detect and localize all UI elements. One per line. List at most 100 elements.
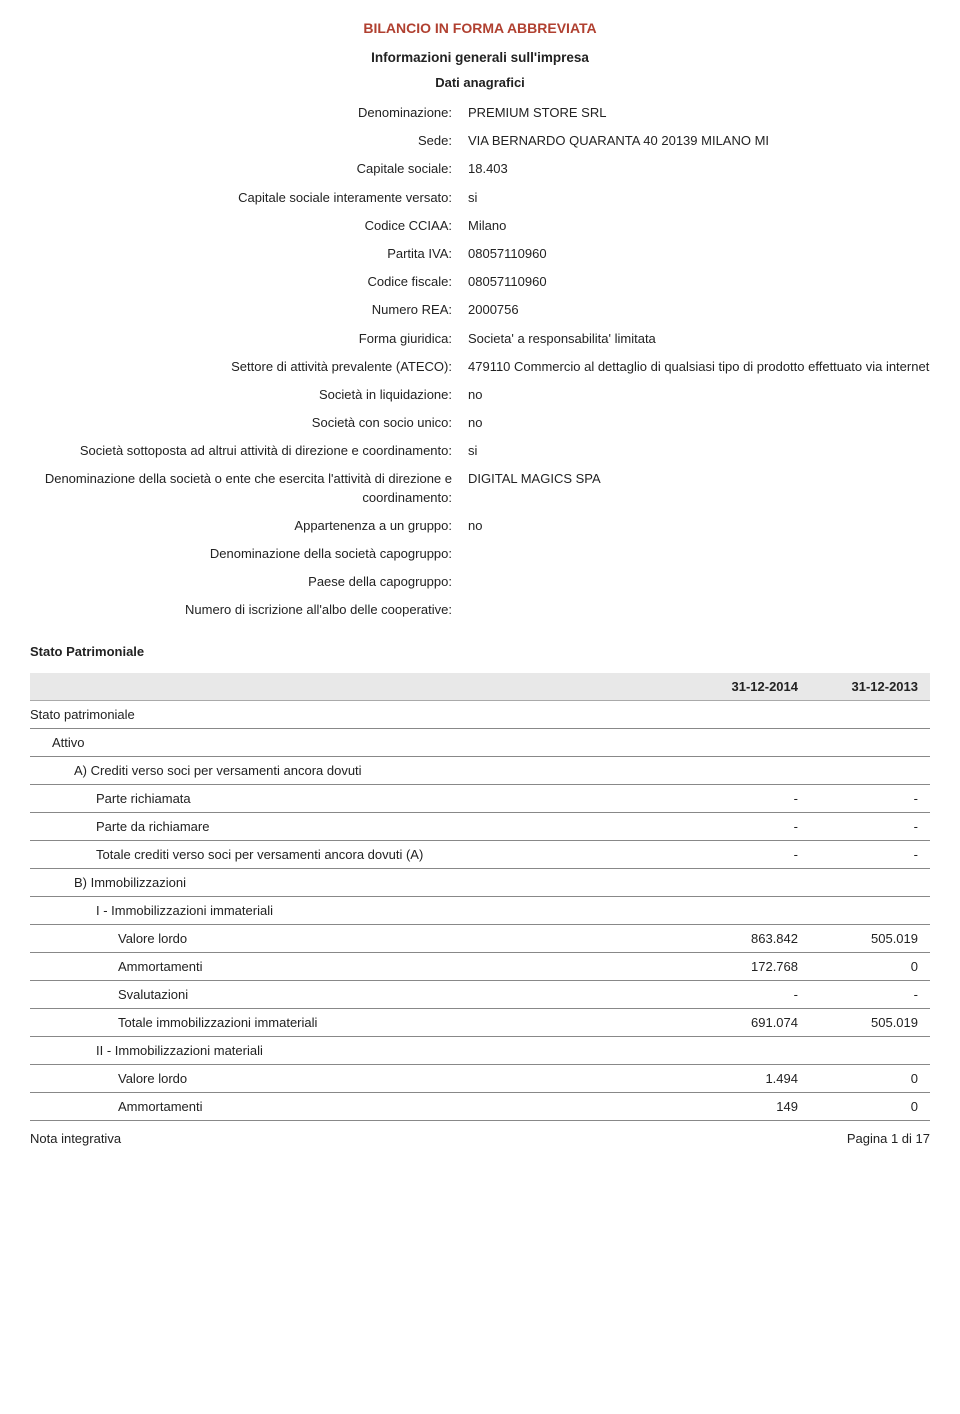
info-row: Codice CCIAA:Milano [30, 217, 930, 235]
info-block: Denominazione:PREMIUM STORE SRL Sede:VIA … [30, 104, 930, 620]
table-cell-value-2013: 0 [810, 1071, 930, 1086]
table-cell-value-2014: - [690, 819, 810, 834]
table-cell-value-2013: 0 [810, 959, 930, 974]
info-label: Società sottoposta ad altrui attività di… [30, 442, 460, 460]
info-value [460, 573, 930, 591]
info-value: 08057110960 [460, 245, 930, 263]
page-footer: Nota integrativa Pagina 1 di 17 [30, 1127, 930, 1146]
table-cell-value-2014: - [690, 987, 810, 1002]
info-label: Capitale sociale: [30, 160, 460, 178]
table-cell-label: Valore lordo [30, 931, 690, 946]
info-value: si [460, 442, 930, 460]
footer-right: Pagina 1 di 17 [847, 1131, 930, 1146]
table-cell-value-2014: - [690, 791, 810, 806]
table-row: Ammortamenti1490 [30, 1093, 930, 1121]
table-cell-value-2014: 149 [690, 1099, 810, 1114]
info-row: Denominazione della società capogruppo: [30, 545, 930, 563]
table-body: Stato patrimoniale Attivo A) Crediti verso… [30, 701, 930, 1121]
table-header-row: 31-12-2014 31-12-2013 [30, 673, 930, 701]
table-cell-value-2013: - [810, 847, 930, 862]
table-cell-label: Ammortamenti [30, 1099, 690, 1114]
info-label: Denominazione: [30, 104, 460, 122]
info-row: Sede:VIA BERNARDO QUARANTA 40 20139 MILA… [30, 132, 930, 150]
info-label: Settore di attività prevalente (ATECO): [30, 358, 460, 376]
sub-heading: Dati anagrafici [30, 75, 930, 90]
info-value: 479110 Commercio al dettaglio di qualsia… [460, 358, 930, 376]
table-row: Svalutazioni-- [30, 981, 930, 1009]
info-value: Milano [460, 217, 930, 235]
header-col-2014: 31-12-2014 [690, 679, 810, 694]
info-value: 2000756 [460, 301, 930, 319]
info-row: Paese della capogruppo: [30, 573, 930, 591]
table-cell-label: I - Immobilizzazioni immateriali [30, 903, 690, 918]
table-cell-label: Valore lordo [30, 1071, 690, 1086]
table-cell-label: Parte da richiamare [30, 819, 690, 834]
info-value: 08057110960 [460, 273, 930, 291]
table-cell-label: B) Immobilizzazioni [30, 875, 690, 890]
info-value: Societa' a responsabilita' limitata [460, 330, 930, 348]
info-label: Forma giuridica: [30, 330, 460, 348]
table-row: Totale immobilizzazioni immateriali691.0… [30, 1009, 930, 1037]
info-value: 18.403 [460, 160, 930, 178]
info-value: VIA BERNARDO QUARANTA 40 20139 MILANO MI [460, 132, 930, 150]
table-cell-value-2014: - [690, 847, 810, 862]
table-row: A) Crediti verso soci per versamenti anc… [30, 757, 930, 785]
table-row: Ammortamenti172.7680 [30, 953, 930, 981]
info-value: DIGITAL MAGICS SPA [460, 470, 930, 506]
table-row: Parte richiamata-- [30, 785, 930, 813]
table-cell-label: II - Immobilizzazioni materiali [30, 1043, 690, 1058]
table-cell-value-2013: - [810, 791, 930, 806]
table-cell-value-2013: - [810, 987, 930, 1002]
table-cell-value-2014: 1.494 [690, 1071, 810, 1086]
table-row: Parte da richiamare-- [30, 813, 930, 841]
table-row: I - Immobilizzazioni immateriali [30, 897, 930, 925]
info-label: Denominazione della società o ente che e… [30, 470, 460, 506]
info-row: Forma giuridica:Societa' a responsabilit… [30, 330, 930, 348]
info-value: no [460, 414, 930, 432]
table-cell-value-2013: - [810, 819, 930, 834]
info-row: Partita IVA:08057110960 [30, 245, 930, 263]
info-value: no [460, 386, 930, 404]
table-row: B) Immobilizzazioni [30, 869, 930, 897]
info-label: Paese della capogruppo: [30, 573, 460, 591]
info-row: Codice fiscale:08057110960 [30, 273, 930, 291]
info-row: Società sottoposta ad altrui attività di… [30, 442, 930, 460]
info-row: Denominazione della società o ente che e… [30, 470, 930, 506]
info-row: Numero REA:2000756 [30, 301, 930, 319]
info-label: Partita IVA: [30, 245, 460, 263]
table-cell-label: Parte richiamata [30, 791, 690, 806]
info-row: Società in liquidazione:no [30, 386, 930, 404]
footer-left: Nota integrativa [30, 1131, 121, 1146]
table-cell-label: Attivo [30, 735, 690, 750]
info-label: Appartenenza a un gruppo: [30, 517, 460, 535]
info-value [460, 545, 930, 563]
info-label: Sede: [30, 132, 460, 150]
info-row: Numero di iscrizione all'albo delle coop… [30, 601, 930, 619]
table-cell-value-2014: 691.074 [690, 1015, 810, 1030]
table-cell-label: A) Crediti verso soci per versamenti anc… [30, 763, 690, 778]
table-cell-label: Ammortamenti [30, 959, 690, 974]
table-row: Totale crediti verso soci per versamenti… [30, 841, 930, 869]
info-row: Capitale sociale interamente versato:si [30, 189, 930, 207]
info-row: Denominazione:PREMIUM STORE SRL [30, 104, 930, 122]
info-row: Società con socio unico:no [30, 414, 930, 432]
table-row: II - Immobilizzazioni materiali [30, 1037, 930, 1065]
table-cell-value-2013: 505.019 [810, 1015, 930, 1030]
info-row: Settore di attività prevalente (ATECO):4… [30, 358, 930, 376]
info-label: Numero REA: [30, 301, 460, 319]
info-label: Numero di iscrizione all'albo delle coop… [30, 601, 460, 619]
info-label: Codice CCIAA: [30, 217, 460, 235]
info-value: no [460, 517, 930, 535]
info-label: Società con socio unico: [30, 414, 460, 432]
table-row: Valore lordo863.842505.019 [30, 925, 930, 953]
info-label: Codice fiscale: [30, 273, 460, 291]
table-cell-label: Svalutazioni [30, 987, 690, 1002]
table-cell-value-2014: 863.842 [690, 931, 810, 946]
info-label: Capitale sociale interamente versato: [30, 189, 460, 207]
table-cell-value-2013: 505.019 [810, 931, 930, 946]
header-col-2013: 31-12-2013 [810, 679, 930, 694]
info-value: si [460, 189, 930, 207]
table-row: Stato patrimoniale [30, 701, 930, 729]
table-cell-label: Totale crediti verso soci per versamenti… [30, 847, 690, 862]
section-heading: Informazioni generali sull'impresa [30, 50, 930, 65]
